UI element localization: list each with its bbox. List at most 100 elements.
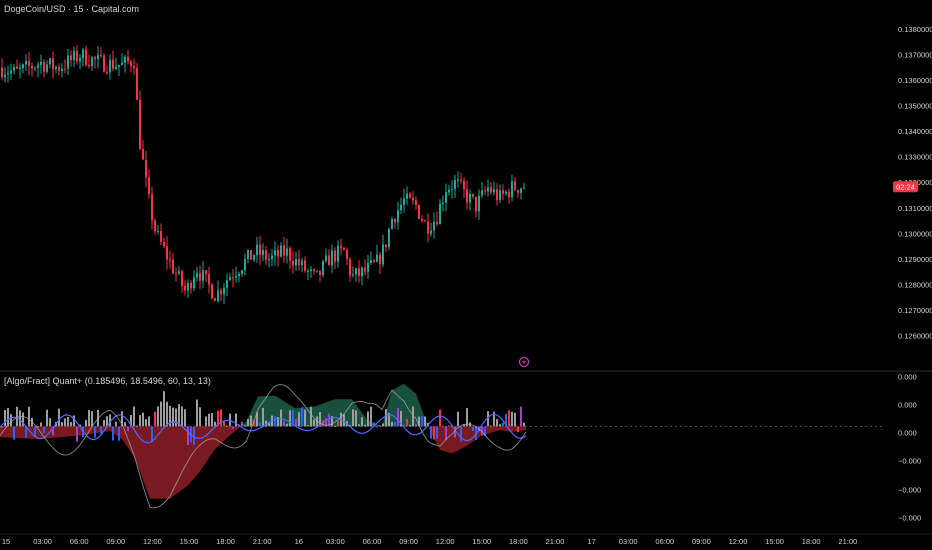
candle-body (232, 277, 234, 279)
price-tick-label: 0.1330000 (898, 153, 932, 162)
price-tick-label: 0.1350000 (898, 102, 932, 111)
candle-body (100, 55, 102, 57)
histogram-bar (85, 419, 87, 427)
histogram-bar (352, 409, 354, 427)
histogram-bar (400, 410, 402, 427)
candle-body (229, 277, 231, 281)
histogram-bar (22, 412, 24, 427)
candle-body (115, 66, 117, 69)
candle-body (256, 244, 258, 256)
candle-body (61, 68, 63, 72)
histogram-bar (40, 422, 42, 427)
histogram-bar (274, 416, 276, 427)
replay-icon[interactable] (518, 356, 530, 368)
candle-body (406, 193, 408, 199)
histogram-bar (391, 422, 393, 427)
candle-body (55, 67, 57, 70)
histogram-bar (133, 406, 135, 427)
candle-body (466, 189, 468, 203)
histogram-bar (373, 422, 375, 427)
candle-body (76, 50, 78, 62)
candle-body (316, 270, 318, 272)
histogram-bar (370, 406, 372, 427)
histogram-bar (442, 425, 444, 427)
histogram-bar (268, 422, 270, 427)
candle-body (487, 187, 489, 192)
candle-body (298, 258, 300, 266)
price-tick-label: 0.1290000 (898, 255, 932, 264)
histogram-bar (454, 426, 456, 438)
time-axis[interactable]: 15 03:00 06:00 09:00 12:00 15:00 18:00 21:00 16 0… (0, 533, 932, 546)
histogram-bar (445, 426, 447, 440)
candle-body (442, 202, 444, 204)
histogram-bar (193, 426, 195, 446)
histogram-bar (247, 419, 249, 427)
indicator-title[interactable]: [Algo/Fract] Quant+ (0.185496, 18.5496, … (4, 376, 211, 386)
histogram-bar (28, 406, 30, 427)
candle-body (196, 273, 198, 278)
histogram-bar (16, 406, 18, 427)
histogram-bar (463, 424, 465, 427)
candle-body (364, 267, 366, 272)
candle-body (148, 177, 150, 195)
candle-body (412, 197, 414, 201)
symbol-title[interactable]: DogeCoin/USD · 15 · Capital.com (4, 4, 140, 14)
histogram-bar (148, 416, 150, 427)
time-tick-label: 03:00 (326, 537, 345, 546)
candle-body (199, 273, 201, 281)
candle-body (118, 65, 120, 67)
histogram-bar (382, 423, 384, 427)
time-tick-label: 21:00 (838, 537, 857, 546)
oscillator-tick-label: −0.000 (898, 514, 921, 523)
histogram-bar (301, 407, 303, 427)
candle-body (367, 263, 369, 272)
candle-body (328, 255, 330, 266)
histogram-bar (211, 413, 213, 427)
histogram-bar (304, 409, 306, 427)
candle-body (418, 204, 420, 219)
histogram-bar (490, 425, 492, 427)
candle-body (193, 277, 195, 289)
candle-body (346, 250, 348, 260)
time-tick-label: 06:00 (363, 537, 382, 546)
candle-body (7, 73, 9, 75)
candle-body (496, 189, 498, 200)
histogram-bar (79, 424, 81, 427)
histogram-bar (166, 401, 168, 427)
price-tick-label: 0.1260000 (898, 332, 932, 341)
candle-body (70, 55, 72, 60)
time-tick-label: 09:00 (692, 537, 711, 546)
histogram-bar (49, 418, 51, 427)
histogram-bar (334, 425, 336, 427)
price-axis[interactable]: 0.1380000 0.1370000 0.1360000 0.1350000 0.13… (898, 25, 932, 341)
histogram-bar (118, 426, 120, 441)
histogram-bar (115, 421, 117, 427)
histogram-bar (358, 424, 360, 427)
histogram-bar (394, 421, 396, 427)
histogram-bar (436, 426, 438, 439)
oscillator-axis[interactable]: 0.000 0.000 0.000 −0.000 −0.000 −0.000 (898, 373, 921, 523)
oscillator-tick-label: 0.000 (898, 401, 917, 410)
candle-body (481, 190, 483, 196)
histogram-bar (25, 426, 27, 438)
candle-body (259, 244, 261, 256)
price-tick-label: 0.1370000 (898, 51, 932, 60)
price-tick-label: 0.1340000 (898, 127, 932, 136)
candle-body (124, 56, 126, 63)
price-tick-label: 0.1310000 (898, 204, 932, 213)
candle-body (436, 221, 438, 225)
candle-body (325, 255, 327, 262)
candle-body (271, 255, 273, 259)
histogram-bar (319, 412, 321, 427)
histogram-bar (421, 416, 423, 427)
oscillator-tick-label: 0.000 (898, 429, 917, 438)
histogram-bar (487, 411, 489, 427)
oscillator-positive-area (0, 383, 526, 427)
candle-body (130, 61, 132, 67)
histogram-bar (199, 407, 201, 427)
candle-body (127, 56, 129, 62)
candle-body (295, 258, 297, 266)
candle-body (220, 290, 222, 295)
time-tick-label: 16 (295, 537, 303, 546)
